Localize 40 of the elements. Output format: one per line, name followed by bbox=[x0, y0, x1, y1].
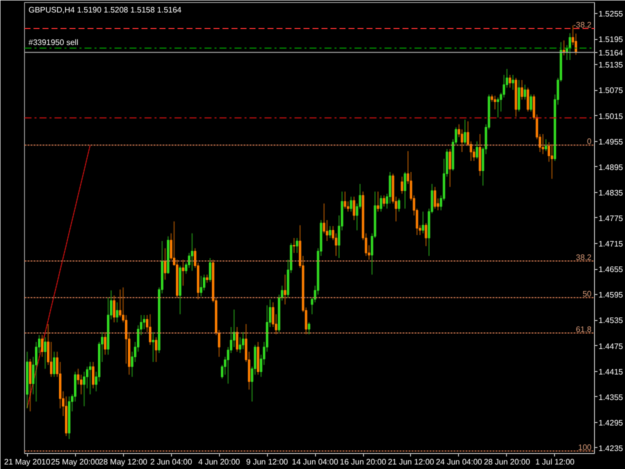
y-tick-label: 1.4535 bbox=[598, 316, 624, 326]
y-tick-label: 1.4235 bbox=[598, 444, 624, 453]
x-tick-label: 21 May 2010 bbox=[4, 458, 51, 466]
x-tick-label: 4 Jun 20:00 bbox=[198, 458, 241, 466]
annotation: 50 bbox=[582, 290, 592, 299]
y-tick-label: 1.5255 bbox=[598, 10, 624, 19]
annotation: 38.2 bbox=[576, 253, 592, 262]
y-tick-label: 1.4475 bbox=[598, 342, 624, 351]
y-tick-label: 1.5195 bbox=[598, 35, 624, 44]
y-tick-label: 1.4595 bbox=[598, 290, 624, 300]
y-tick-label: 1.5015 bbox=[598, 112, 624, 121]
y-tick-label: 1.4415 bbox=[598, 367, 624, 376]
y-tick-label: 1.5135 bbox=[598, 60, 624, 70]
annotation: 61.8 bbox=[576, 324, 592, 334]
annotation: 100 bbox=[578, 442, 592, 452]
y-tick-label: 1.4835 bbox=[598, 188, 624, 198]
y-tick-label: 1.4295 bbox=[598, 418, 624, 428]
y-tick-label: 1.4715 bbox=[598, 240, 624, 249]
y-tick-label: 1.4955 bbox=[598, 137, 624, 146]
y-tick-label: 1.4895 bbox=[598, 162, 624, 172]
annotation: 0 bbox=[587, 137, 592, 146]
x-tick-label: 28 Jun 20:00 bbox=[484, 458, 531, 466]
y-tick-label: 1.4355 bbox=[598, 392, 624, 402]
x-tick-label: 21 Jun 12:00 bbox=[388, 458, 435, 466]
annotation: -38.2 bbox=[573, 20, 592, 30]
x-tick-label: 9 Jun 12:00 bbox=[246, 458, 289, 466]
y-tick-label: 1.5075 bbox=[598, 86, 624, 96]
x-tick-label: 16 Jun 20:00 bbox=[340, 458, 387, 466]
x-tick-label: 2 Jun 04:00 bbox=[150, 458, 193, 466]
x-tick-label: 14 Jun 04:00 bbox=[292, 458, 339, 466]
y-tick-label: 1.5164 bbox=[598, 48, 624, 58]
x-tick-label: 28 May 12:00 bbox=[98, 458, 148, 466]
y-tick-label: 1.4655 bbox=[598, 265, 624, 274]
y-tick-label: 1.4775 bbox=[598, 214, 624, 223]
x-tick-label: 1 Jul 12:00 bbox=[535, 458, 576, 466]
chart-title: GBPUSD,H4 1.5190 1.5208 1.5158 1.5164 bbox=[28, 6, 182, 14]
x-tick-label: 24 Jun 04:00 bbox=[436, 458, 483, 466]
ref-line-label: #3391950 sell bbox=[28, 38, 79, 48]
line-series bbox=[26, 144, 91, 408]
x-tick-label: 25 May 20:00 bbox=[50, 458, 100, 466]
